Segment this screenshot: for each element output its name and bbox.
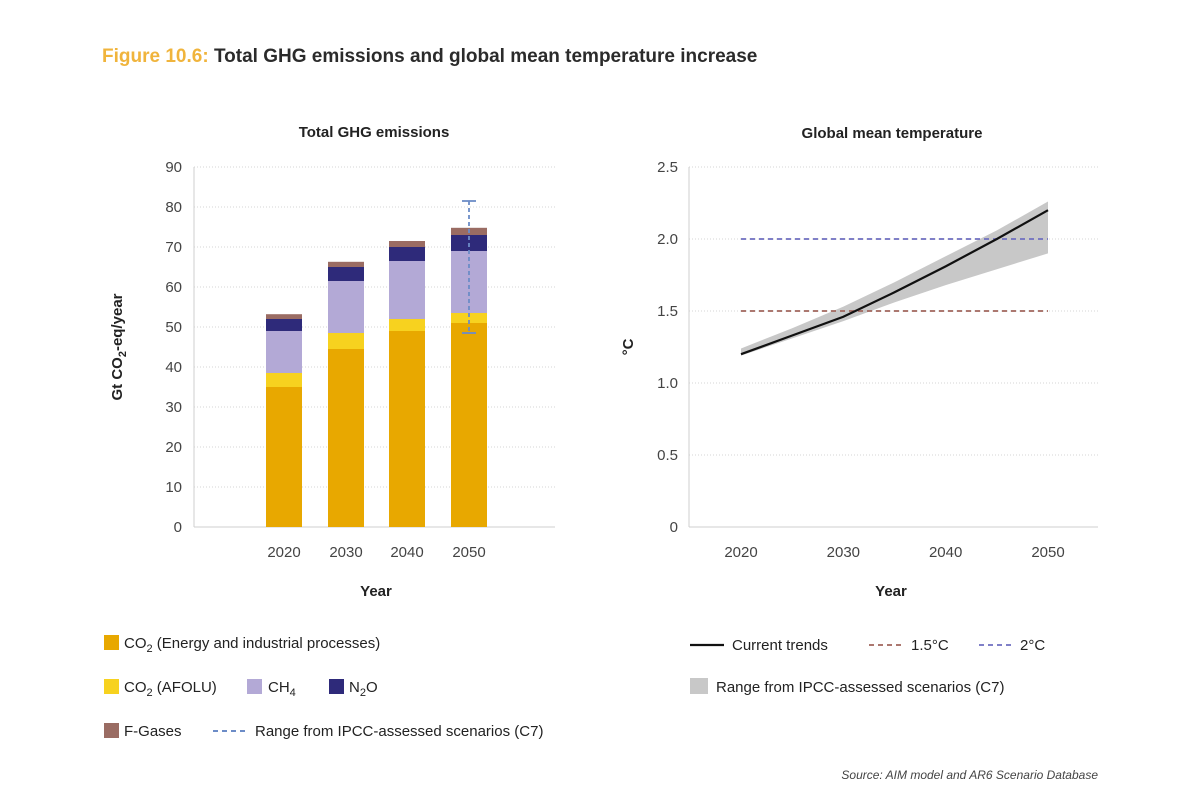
legend-fgases-swatch [104,723,119,738]
y-tick-label: 0.5 [657,447,678,464]
bar-segment-2050-1 [451,313,487,323]
y-tick-label: 2.5 [657,159,678,176]
bar-segment-2040-3 [389,247,425,261]
source-note: Source: AIM model and AR6 Scenario Datab… [841,768,1098,782]
y-tick-label: 1.0 [657,375,678,392]
legend-n2o: N2O [349,679,378,699]
bar-segment-2030-3 [328,267,364,281]
legend-co2-afolu-swatch [104,679,119,694]
x-tick-label: 2040 [929,544,962,561]
x-tick-label: 2030 [827,544,860,561]
x-tick-label: 2020 [267,544,300,561]
x-tick-label: 2020 [724,544,757,561]
bar-segment-2030-1 [328,333,364,349]
bar-segment-2030-4 [328,261,364,267]
bar-segment-2050-0 [451,323,487,527]
legend-2c: 2°C [1020,637,1045,654]
y-tick-label: 50 [165,319,182,336]
y-tick-label: 90 [165,159,182,176]
legend-band: Range from IPCC-assessed scenarios (C7) [716,679,1004,696]
legend-range: Range from IPCC-assessed scenarios (C7) [255,723,543,740]
scenario-range-band [741,201,1048,356]
y-tick-label: 60 [165,279,182,296]
temperature-chart-title: Global mean temperature [802,125,983,142]
x-tick-label: 2050 [1031,544,1064,561]
emissions-chart-title: Total GHG emissions [299,124,450,141]
figure-title: Figure 10.6: Total GHG emissions and glo… [102,46,757,68]
x-tick-label: 2050 [452,544,485,561]
bar-segment-2020-3 [266,319,302,331]
y-tick-label: 0 [670,519,678,536]
temperature-y-axis-title: °C [620,338,637,355]
legend-n2o-swatch [329,679,344,694]
bar-segment-2040-1 [389,319,425,331]
legend-band-swatch [690,678,708,694]
series-line-current-trends [740,209,1049,356]
emissions-chart: Total GHG emissions010203040506070809020… [104,124,555,740]
y-tick-label: 1.5 [657,303,678,320]
y-tick-label: 30 [165,399,182,416]
legend-current-trends: Current trends [732,637,828,654]
figure-title-text: Total GHG emissions and global mean temp… [213,46,758,67]
y-tick-label: 20 [165,439,182,456]
legend-fgases: F-Gases [124,723,182,740]
temperature-x-axis-title: Year [875,583,907,600]
bar-segment-2030-0 [328,349,364,527]
x-tick-label: 2030 [329,544,362,561]
bar-segment-2040-2 [389,261,425,319]
bar-segment-2020-0 [266,387,302,527]
bar-segment-2020-1 [266,373,302,387]
y-tick-label: 10 [165,479,182,496]
bar-segment-2020-2 [266,331,302,373]
y-tick-label: 40 [165,359,182,376]
legend-ch4: CH4 [268,679,296,699]
y-tick-label: 70 [165,239,182,256]
figure-label: Figure 10.6: [102,46,209,67]
y-tick-label: 2.0 [657,231,678,248]
legend-co2-energy: CO2 (Energy and industrial processes) [124,635,380,655]
emissions-x-axis-title: Year [360,583,392,600]
emissions-y-axis-title: Gt CO2-eq/year [109,293,129,400]
temperature-chart: Global mean temperature 0 0.5 1.0 1.5 2.0 2.5 2… [620,125,1098,696]
y-tick-label: 0 [174,519,182,536]
bar-segment-2030-2 [328,281,364,333]
legend-ch4-swatch [247,679,262,694]
legend-co2-energy-swatch [104,635,119,650]
legend-co2-afolu: CO2 (AFOLU) [124,679,217,699]
y-tick-label: 80 [165,199,182,216]
legend-1p5: 1.5°C [911,637,949,654]
bar-segment-2040-4 [389,241,425,247]
x-tick-label: 2040 [390,544,423,561]
bar-segment-2040-0 [389,331,425,527]
bar-segment-2020-4 [266,314,302,319]
